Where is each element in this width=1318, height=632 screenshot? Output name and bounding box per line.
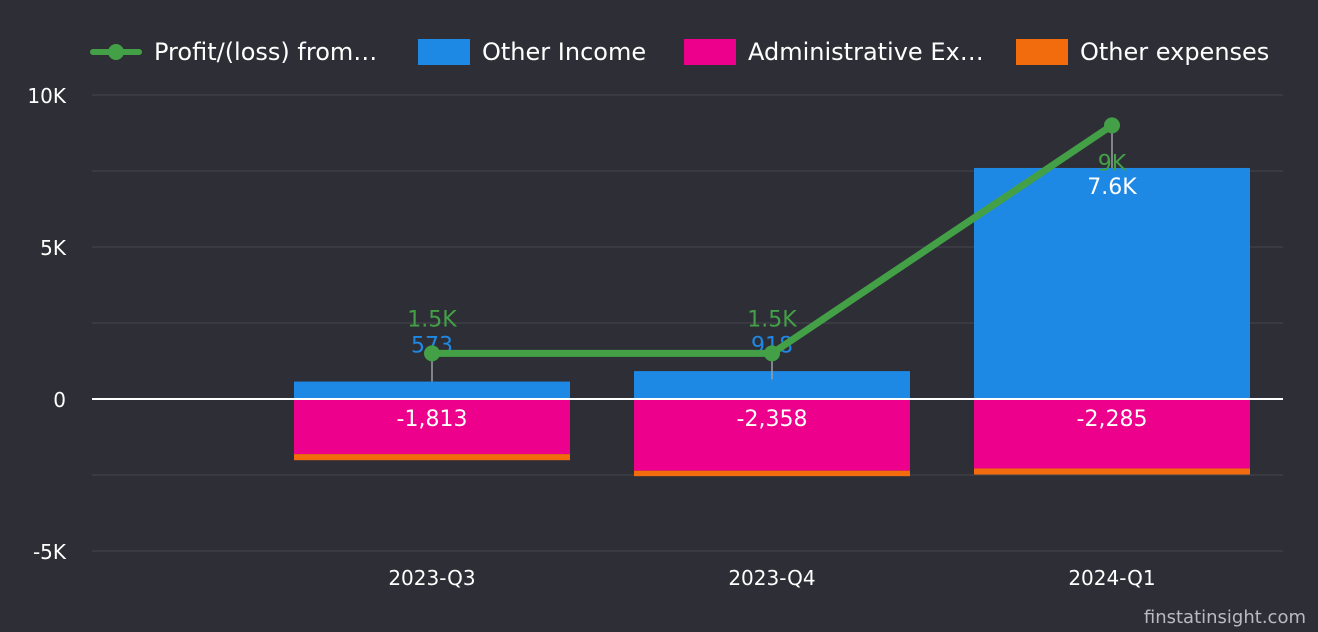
legend-item-administrative[interactable]: Administrative Ex… <box>684 32 984 72</box>
data-label-administrative: -1,813 <box>397 407 468 432</box>
bar-other-expenses <box>294 454 570 461</box>
legend: Profit/(loss) from… Other Income Adminis… <box>0 32 1318 72</box>
legend-swatch-other-expenses <box>1016 39 1068 65</box>
legend-label-other-expenses: Other expenses <box>1080 38 1270 66</box>
watermark: finstatinsight.com <box>1143 607 1306 628</box>
bar-other-expenses <box>974 468 1250 475</box>
bar-other-expenses <box>634 470 910 477</box>
y-tick-label: 10K <box>27 84 66 108</box>
y-tick-label: -5K <box>33 540 67 564</box>
legend-swatch-other-income <box>418 39 470 65</box>
legend-item-profit[interactable]: Profit/(loss) from… <box>90 32 377 72</box>
x-tick-label: 2024-Q1 <box>1068 566 1155 590</box>
data-label-administrative: -2,285 <box>1077 407 1148 432</box>
profit-point <box>1104 117 1120 134</box>
y-tick-label: 5K <box>40 236 67 260</box>
data-label-administrative: -2,358 <box>737 407 808 432</box>
profit-point <box>764 345 780 362</box>
bar-administrative <box>974 399 1250 469</box>
legend-label-other-income: Other Income <box>482 38 647 66</box>
data-label-profit: 1.5K <box>747 307 797 332</box>
x-tick-label: 2023-Q4 <box>728 566 815 590</box>
x-tick-label: 2023-Q3 <box>388 566 475 590</box>
legend-label-profit: Profit/(loss) from… <box>154 38 378 66</box>
data-label-profit: 9K <box>1098 151 1127 176</box>
legend-item-other-income[interactable]: Other Income <box>418 32 646 72</box>
data-label-other-income: 7.6K <box>1087 175 1137 200</box>
legend-line-swatch <box>90 39 142 65</box>
y-tick-label: 0 <box>53 388 66 412</box>
bar-other-income <box>294 381 570 399</box>
profit-point <box>424 345 440 362</box>
legend-item-other-expenses[interactable]: Other expenses <box>1016 32 1269 72</box>
bar-administrative <box>294 399 570 455</box>
bar-other-income <box>974 167 1250 399</box>
data-label-profit: 1.5K <box>407 307 457 332</box>
legend-swatch-administrative <box>684 39 736 65</box>
legend-label-administrative: Administrative Ex… <box>748 38 984 66</box>
bar-administrative <box>634 399 910 471</box>
